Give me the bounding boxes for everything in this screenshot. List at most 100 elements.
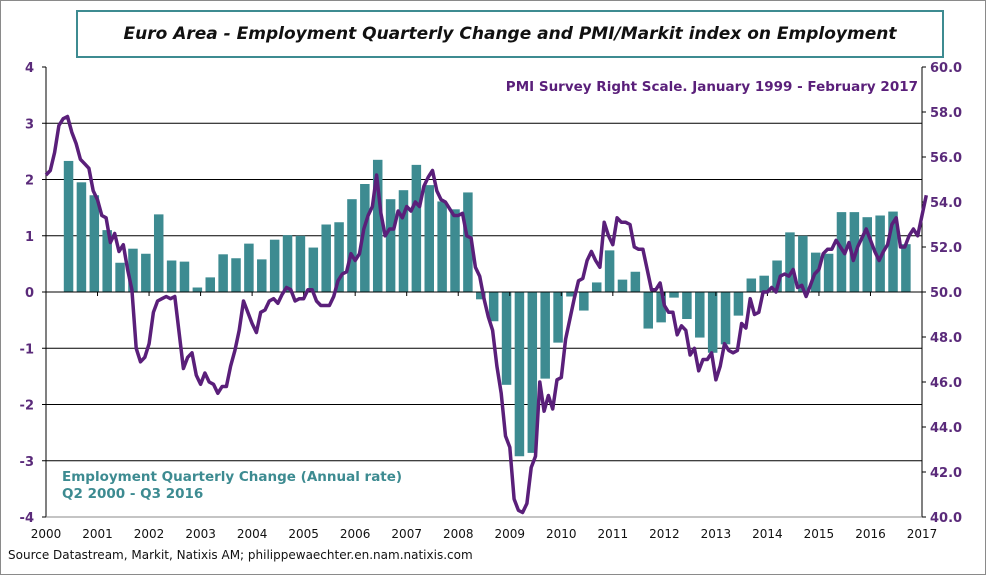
employment-bar — [385, 199, 396, 292]
employment-bar — [862, 217, 872, 292]
employment-bar — [785, 232, 795, 292]
employment-bar — [437, 201, 447, 292]
employment-bar — [488, 292, 499, 322]
right-tick-label: 40.0 — [930, 511, 962, 526]
employment-bar — [231, 258, 241, 292]
employment-bar — [901, 244, 911, 292]
employment-bar — [360, 184, 370, 292]
left-tick-label: 1 — [25, 230, 34, 245]
x-tick-label: 2007 — [391, 527, 422, 541]
employment-bar — [450, 209, 460, 292]
x-tick-label: 2011 — [598, 527, 629, 541]
employment-bar — [527, 292, 538, 453]
employment-bar — [643, 292, 653, 329]
employment-bar — [153, 214, 164, 292]
employment-bar — [141, 253, 151, 292]
employment-bar — [656, 292, 666, 323]
employment-bar — [836, 212, 847, 292]
left-tick-label: -2 — [20, 399, 34, 414]
left-tick-label: -4 — [20, 511, 34, 526]
right-tick-label: 60.0 — [930, 61, 962, 76]
left-tick-label: 4 — [25, 61, 34, 76]
employment-bar — [733, 292, 744, 316]
employment-bar — [669, 292, 679, 298]
x-tick-label: 2003 — [185, 527, 216, 541]
employment-bar — [89, 195, 100, 292]
left-tick-label: 0 — [25, 286, 34, 301]
employment-bar — [166, 260, 177, 292]
employment-bar — [604, 250, 615, 292]
employment-bar — [424, 185, 434, 292]
employment-bar — [772, 260, 782, 292]
left-tick-label: 3 — [25, 117, 34, 132]
employment-bar — [102, 230, 112, 292]
x-tick-label: 2012 — [649, 527, 680, 541]
x-tick-label: 2017 — [907, 527, 938, 541]
employment-bar — [553, 292, 563, 343]
right-tick-label: 46.0 — [930, 376, 962, 391]
x-tick-label: 2015 — [804, 527, 835, 541]
employment-bar — [591, 282, 602, 292]
left-tick-label: 2 — [25, 174, 34, 189]
x-tick-label: 2002 — [134, 527, 165, 541]
employment-bar — [514, 292, 525, 457]
employment-bar — [501, 292, 512, 385]
employment-bar — [115, 262, 125, 292]
employment-bar — [334, 222, 344, 292]
x-tick-label: 2001 — [82, 527, 113, 541]
employment-bar — [720, 292, 731, 345]
employment-bar — [63, 160, 74, 292]
employment-bar — [76, 182, 87, 292]
left-tick-label: -3 — [20, 455, 34, 470]
employment-bar — [823, 253, 834, 292]
employment-bar — [244, 243, 254, 292]
employment-bar — [308, 247, 319, 292]
source-note: Source Datastream, Markit, Natixis AM; p… — [8, 548, 473, 562]
employment-bar — [128, 248, 138, 292]
x-tick-label: 2010 — [546, 527, 577, 541]
employment-bar — [617, 279, 628, 292]
employment-bar — [463, 192, 473, 292]
employment-bar — [707, 292, 718, 353]
x-tick-label: 2009 — [494, 527, 525, 541]
employment-period-annotation: Q2 2000 - Q3 2016 — [62, 486, 203, 502]
x-tick-label: 2006 — [340, 527, 371, 541]
employment-bar — [759, 275, 769, 292]
employment-bar — [218, 254, 228, 292]
employment-bar — [398, 190, 409, 292]
employment-bar — [566, 292, 576, 297]
right-tick-label: 42.0 — [930, 466, 962, 481]
employment-bar — [321, 224, 331, 292]
x-tick-label: 2014 — [752, 527, 783, 541]
employment-annotation: Employment Quarterly Change (Annual rate… — [62, 469, 402, 485]
x-tick-label: 2016 — [855, 527, 886, 541]
employment-bar — [179, 261, 190, 292]
employment-bar — [476, 292, 486, 300]
employment-bar — [192, 287, 203, 292]
x-tick-label: 2013 — [701, 527, 732, 541]
employment-bar — [347, 199, 357, 292]
employment-bar — [257, 259, 267, 292]
right-tick-label: 50.0 — [930, 286, 962, 301]
employment-bar — [695, 292, 705, 338]
right-tick-label: 58.0 — [930, 106, 962, 121]
employment-bar — [295, 235, 306, 292]
pmi-annotation: PMI Survey Right Scale. January 1999 - F… — [506, 79, 918, 95]
chart-title: Euro Area - Employment Quarterly Change … — [76, 10, 944, 58]
right-tick-label: 56.0 — [930, 151, 962, 166]
employment-bar — [411, 164, 422, 292]
employment-bar — [372, 159, 383, 292]
employment-bar — [540, 292, 550, 379]
employment-bar — [630, 271, 641, 292]
x-tick-label: 2004 — [237, 527, 268, 541]
x-tick-label: 2008 — [443, 527, 474, 541]
employment-bar — [746, 278, 757, 292]
employment-bar — [798, 235, 808, 292]
x-tick-label: 2005 — [288, 527, 319, 541]
employment-bar — [875, 215, 885, 292]
employment-bar — [282, 235, 293, 292]
employment-bar — [269, 239, 280, 292]
employment-bar — [682, 292, 692, 319]
right-tick-label: 52.0 — [930, 241, 962, 256]
employment-bar — [888, 211, 898, 292]
